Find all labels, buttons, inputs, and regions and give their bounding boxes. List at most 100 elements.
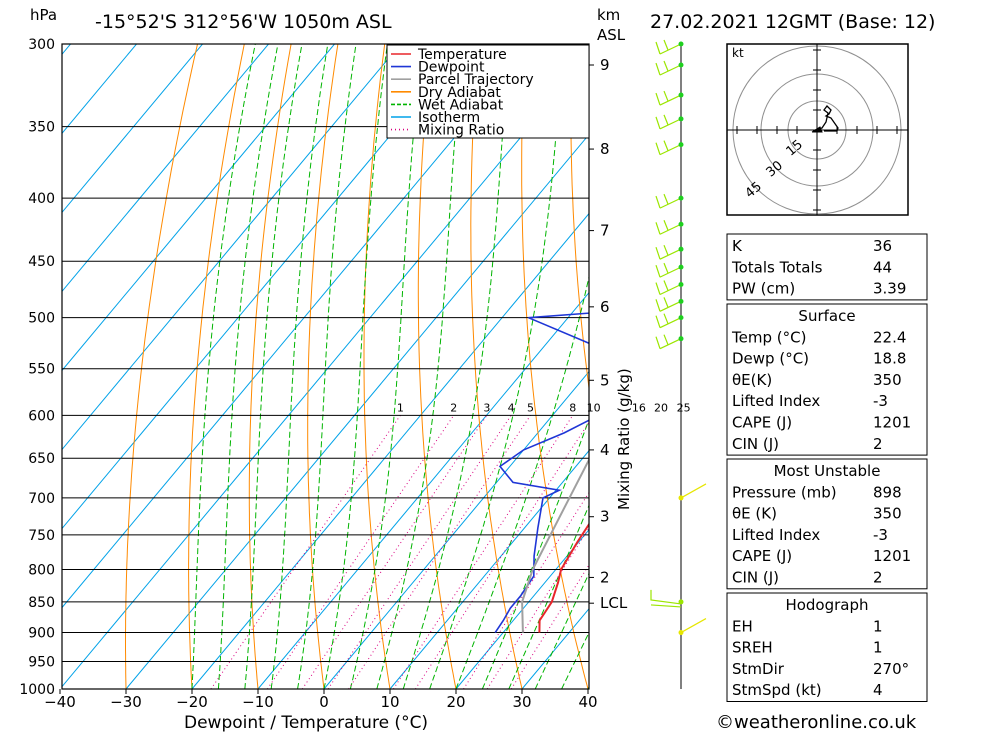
- wind-barb: [655, 313, 684, 329]
- pressure-tick-label: 650: [28, 451, 55, 467]
- surface-table-value: 1201: [873, 414, 911, 432]
- wet-adiabat-lines: [191, 44, 589, 689]
- surface-table-label: CAPE (J): [732, 414, 792, 432]
- km-tick-label: 4: [600, 441, 610, 459]
- mixing-ratio-label: 16: [632, 401, 646, 414]
- wet-adiabat: [191, 44, 256, 689]
- copyright-text: ©weatheronline.co.uk: [716, 712, 917, 733]
- most-unstable-table-label: θE (K): [732, 505, 777, 523]
- mixing-ratio-line: [414, 421, 589, 689]
- hodograph-table-label: SREH: [732, 639, 773, 657]
- x-tick-label: 20: [446, 693, 465, 711]
- wet-adiabat: [297, 44, 357, 689]
- mixing-ratio-label: 2: [450, 401, 457, 414]
- x-tick-label: −30: [110, 693, 142, 711]
- mixing-ratio-label: 5: [527, 401, 534, 414]
- pressure-tick-label: 1000: [19, 682, 55, 698]
- wind-barb: [655, 60, 684, 76]
- mixing-ratio-label: 3: [483, 401, 490, 414]
- wind-barb: [655, 39, 684, 55]
- km-tick-label: 3: [600, 508, 610, 526]
- most-unstable-table-value: 898: [873, 483, 902, 501]
- isotherm: [125, 133, 589, 689]
- surface-table-value: -3: [873, 392, 888, 410]
- series-dewpoint: [494, 312, 589, 634]
- x-axis-title: Dewpoint / Temperature (°C): [184, 713, 428, 733]
- surface-table-value: 18.8: [873, 350, 906, 368]
- mixing-ratio-line: [392, 415, 574, 689]
- x-tick-label: −40: [44, 693, 76, 711]
- mixing-ratio-line: [463, 491, 589, 689]
- asl-label: ASL: [597, 26, 626, 44]
- wind-barb-column: [650, 39, 707, 689]
- mixing-ratio-line: [266, 415, 455, 689]
- km-tick-label: 8: [600, 140, 610, 158]
- most-unstable-table-value: 350: [873, 505, 902, 523]
- mixing-ratio-axis-title: Mixing Ratio (g/kg): [615, 368, 633, 510]
- most-unstable-table-label: Lifted Index: [732, 526, 820, 544]
- pressure-tick-label: 850: [28, 595, 55, 611]
- plot-area: [62, 7, 1000, 689]
- mixing-ratio-label: 20: [654, 401, 668, 414]
- km-tick-label: 6: [600, 298, 610, 316]
- mixing-ratio-label: 10: [587, 401, 601, 414]
- dry-adiabat: [188, 44, 245, 689]
- wind-barb: [655, 90, 684, 106]
- mixing-ratio-lines: [210, 415, 589, 689]
- wet-adiabat: [534, 572, 589, 689]
- station-title: -15°52'S 312°56'W 1050m ASL: [95, 11, 392, 33]
- wind-barb: [678, 483, 707, 501]
- most-unstable-table-value: 2: [873, 569, 883, 587]
- legend-label: Dry Adiabat: [418, 85, 501, 101]
- surface-table-value: 2: [873, 435, 883, 453]
- wind-barb: [655, 262, 684, 278]
- km-tick-label: 5: [600, 371, 610, 389]
- pressure-tick-label: 550: [28, 362, 55, 378]
- most-unstable-table-value: -3: [873, 526, 888, 544]
- surface-table-label: CIN (J): [732, 435, 779, 453]
- isotherm: [62, 44, 204, 214]
- surface-table-label: Lifted Index: [732, 392, 820, 410]
- hodograph-table-value: 4: [873, 681, 883, 699]
- hodograph-table-value: 1: [873, 617, 883, 635]
- isotherm: [191, 212, 589, 689]
- profile-series: [494, 312, 589, 634]
- pressure-tick-label: 750: [28, 528, 55, 544]
- height-km-axis: 9 8 7 6 5 4 3 2 LCL: [589, 56, 628, 612]
- pressure-tick-label: 300: [28, 37, 55, 53]
- isotherm: [62, 44, 72, 56]
- pressure-tick-label: 350: [28, 120, 55, 136]
- hodograph-unit: kt: [732, 46, 744, 60]
- most-unstable-table-box: [726, 458, 928, 590]
- dry-adiabat: [619, 7, 720, 689]
- mixing-ratio-label: 4: [508, 401, 515, 414]
- legend-label: Dewpoint: [418, 60, 485, 76]
- pressure-tick-label: 950: [28, 655, 55, 671]
- pressure-tick-label: 450: [28, 254, 55, 270]
- km-tick-label: 7: [600, 222, 610, 240]
- wind-barb: [650, 589, 684, 608]
- isotherm: [62, 44, 138, 135]
- legend-label: Isotherm: [418, 110, 480, 126]
- legend-label: Wet Adiabat: [418, 97, 504, 113]
- km-label: km: [597, 6, 620, 24]
- datetime-title: 27.02.2021 12GMT (Base: 12): [650, 11, 935, 33]
- dry-adiabat: [986, 7, 1000, 689]
- wet-adiabat: [455, 274, 589, 689]
- most-unstable-table-label: Pressure (mb): [732, 483, 837, 501]
- pressure-tick-label: 800: [28, 562, 55, 578]
- wet-adiabat: [481, 418, 589, 689]
- indices-table-value: 44: [873, 258, 892, 276]
- mixing-ratio-label: 1: [397, 401, 404, 414]
- surface-table-label: Temp (°C): [731, 328, 806, 346]
- indices-table-label: PW (cm): [732, 280, 795, 298]
- pressure-tick-label: 700: [28, 491, 55, 507]
- x-tick-label: 30: [512, 693, 531, 711]
- wind-barb: [678, 618, 707, 636]
- hodograph-storm-motion: [811, 126, 823, 133]
- wet-adiabat: [244, 44, 303, 689]
- isotherm: [323, 370, 589, 689]
